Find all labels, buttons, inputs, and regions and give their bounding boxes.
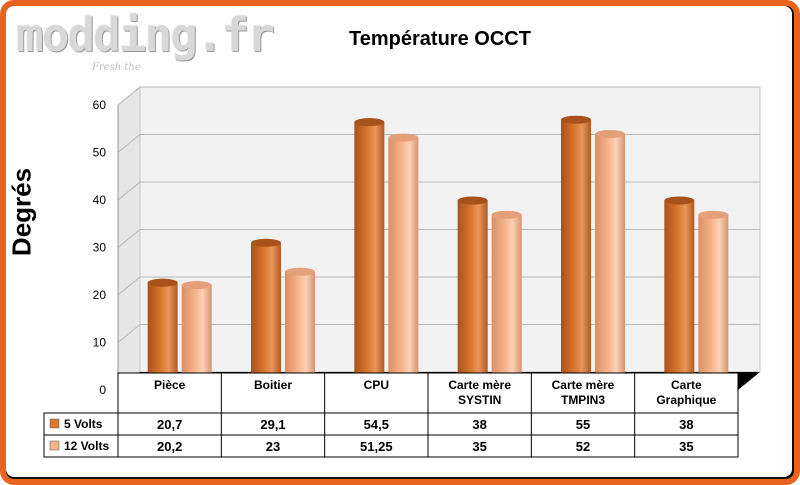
y-tick-label: 50 [93, 146, 107, 160]
bar-top [595, 130, 625, 138]
x-category-label: Pièce [154, 378, 186, 392]
bar-top [354, 118, 385, 127]
bar-series-1 [457, 200, 488, 385]
data-value-label: 54,5 [364, 417, 389, 432]
gridline-side [117, 134, 141, 153]
x-category-label: Boitier [254, 378, 292, 392]
y-tick-label: 30 [93, 241, 107, 255]
bar-top [664, 196, 695, 205]
y-tick-label: 0 [99, 383, 106, 397]
bar-top [457, 196, 488, 205]
y-tick-label: 60 [93, 98, 107, 112]
x-category-label: CPU [364, 378, 389, 392]
data-value-label: 55 [576, 417, 590, 432]
gridline-side [117, 181, 141, 201]
brand-logo: modding.fr [16, 8, 275, 62]
bar-top [491, 210, 522, 219]
y-tick-label: 10 [93, 336, 107, 350]
gridline-side [117, 229, 141, 248]
bar-top [285, 267, 315, 276]
bar-series-1 [354, 122, 385, 385]
gridline-side [117, 324, 141, 343]
bar-top [561, 115, 591, 124]
bar-series-2 [698, 214, 729, 385]
gridline-side [117, 86, 141, 106]
data-value-label: 20,2 [157, 439, 182, 454]
bar-top [251, 238, 281, 247]
bar-series-1 [251, 242, 281, 385]
bar-series-1 [664, 200, 695, 385]
bar-series-2 [181, 285, 212, 385]
data-value-label: 52 [576, 439, 590, 454]
data-value-label: 38 [472, 417, 486, 432]
legend-swatch [49, 418, 60, 429]
data-value-label: 38 [679, 417, 693, 432]
legend-swatch [49, 440, 60, 451]
data-value-label: 23 [266, 439, 280, 454]
bar-series-1 [147, 282, 178, 385]
bar-series-2 [491, 214, 522, 385]
y-tick-label: 40 [93, 193, 107, 207]
bar-top [181, 281, 212, 290]
legend-series-name: 5 Volts [64, 417, 103, 431]
data-value-label: 35 [472, 439, 486, 454]
brand-tagline: Fresh the [92, 62, 141, 73]
chart-title: Température OCCT [349, 28, 531, 50]
legend-series-name: 12 Volts [64, 439, 109, 453]
bar-series-2 [388, 137, 419, 385]
x-category-label: Carte mère TMPIN3 [552, 378, 615, 407]
x-category-label: Carte mère SYSTIN [448, 378, 511, 407]
data-value-label: 35 [679, 439, 693, 454]
data-value-label: 20,7 [157, 417, 182, 432]
bar-series-1 [561, 119, 591, 385]
y-tick-label: 20 [93, 288, 107, 302]
bar-series-2 [285, 271, 315, 385]
gridline-side [117, 276, 141, 296]
bar-top [388, 133, 419, 142]
data-value-label: 51,25 [360, 439, 393, 454]
data-value-label: 29,1 [260, 417, 285, 432]
bar-top [698, 210, 729, 219]
x-category-label: Carte Graphique [656, 378, 716, 407]
bar-top [147, 278, 178, 287]
bar-series-2 [595, 134, 625, 385]
